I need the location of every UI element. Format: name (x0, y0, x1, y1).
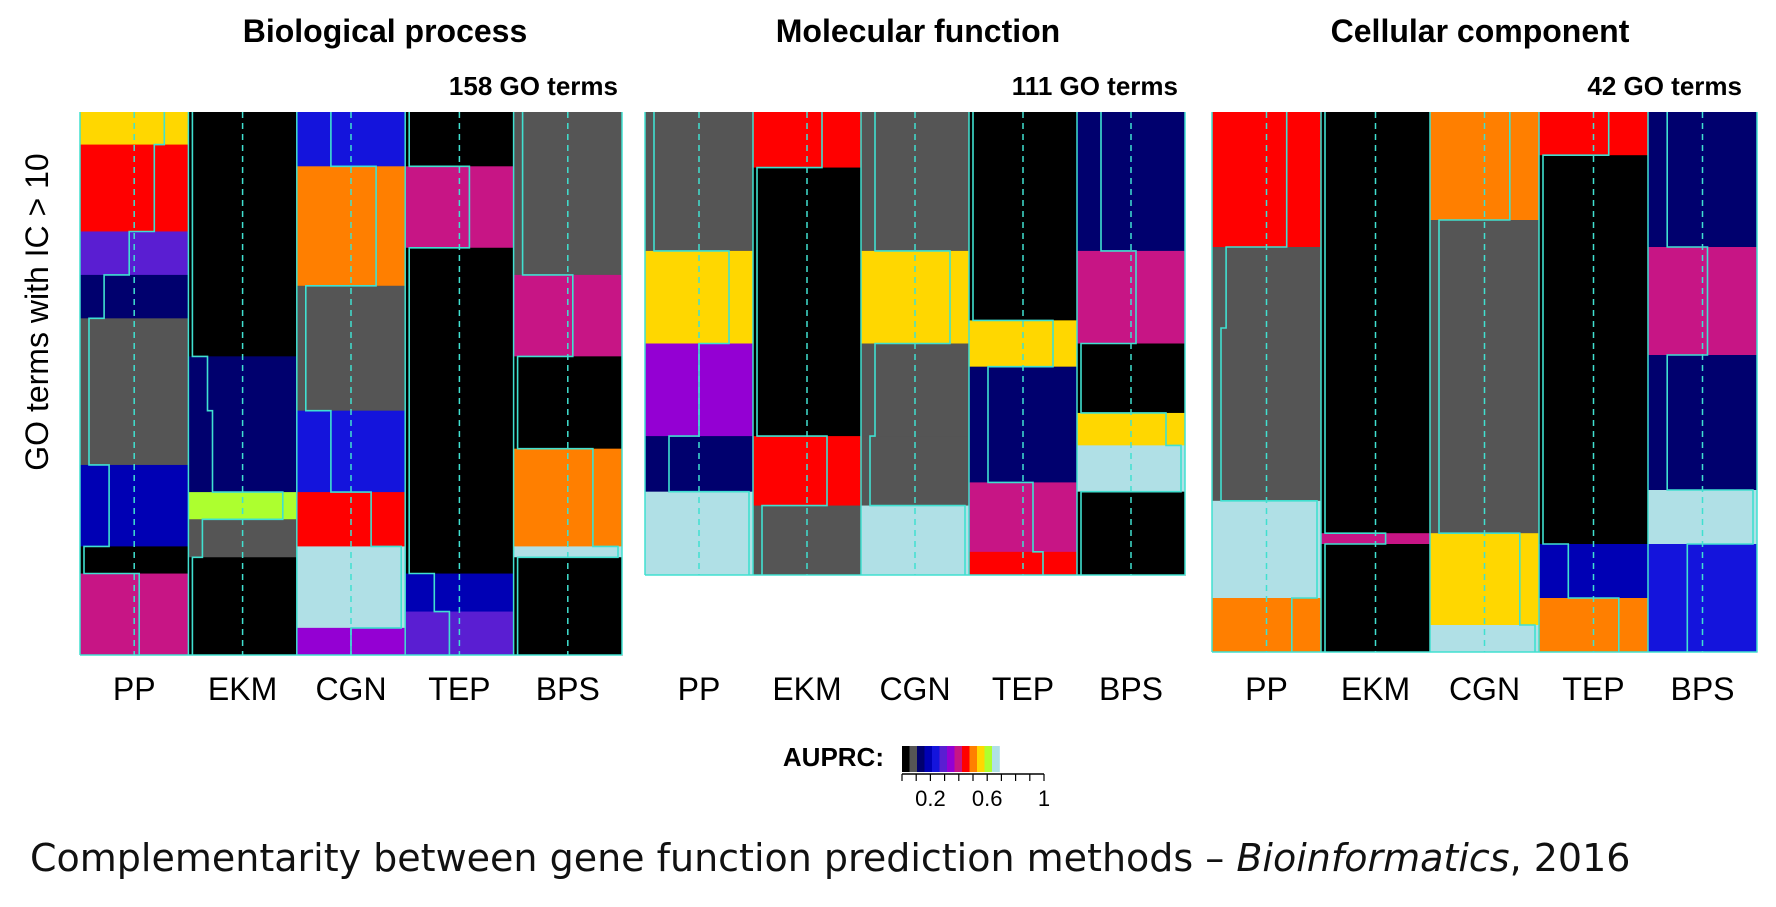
step-outline (756, 112, 828, 575)
method-label: BPS (1099, 671, 1163, 707)
method-label: CGN (315, 671, 386, 707)
auprc-legend: AUPRC: 0.2 0.6 1 (783, 742, 1050, 811)
panel-title: Biological process (243, 13, 528, 49)
caption-main: Complementarity between gene function pr… (30, 836, 1237, 880)
method-label: BPS (536, 671, 600, 707)
method-label: PP (1245, 671, 1288, 707)
step-outline (83, 112, 166, 655)
legend-swatch (909, 746, 918, 772)
legend-color-scale (902, 746, 1000, 772)
heatmap-cell (513, 557, 623, 656)
method-label: EKM (772, 671, 841, 707)
method-column: BPS (1647, 112, 1758, 707)
legend-swatch (962, 746, 970, 772)
method-column: PP (644, 112, 754, 707)
heatmap-cell (80, 546, 189, 575)
heatmap-cell (1212, 500, 1322, 599)
method-column: EKM (1320, 112, 1431, 707)
legend-swatch (984, 746, 993, 772)
method-label: BPS (1670, 671, 1734, 707)
method-label: PP (113, 671, 156, 707)
heatmap-cell (188, 557, 298, 656)
panel-subtitle: 158 GO terms (449, 71, 618, 101)
legend-swatch (954, 746, 963, 772)
step-outline (1080, 112, 1182, 575)
method-column: PP (1211, 112, 1322, 707)
legend-tick-label: 0.6 (972, 786, 1003, 811)
method-column: PP (79, 112, 189, 707)
y-axis-label: GO terms with IC > 10 (19, 153, 55, 470)
method-column: CGN (296, 112, 406, 707)
method-column: CGN (1429, 112, 1540, 707)
method-column: TEP (1538, 112, 1649, 707)
legend-swatch (992, 746, 1000, 772)
heatmap-cell (645, 250, 754, 344)
method-label: CGN (1449, 671, 1520, 707)
method-label: CGN (879, 671, 950, 707)
heatmap-cell (1077, 250, 1186, 344)
heatmap-cell (861, 250, 970, 344)
figure-caption: Complementarity between gene function pr… (30, 836, 1630, 880)
panel-subtitle: 111 GO terms (1012, 71, 1178, 101)
caption-journal: Bioinformatics (1236, 836, 1510, 880)
panel-title: Molecular function (776, 13, 1060, 49)
legend-swatch (924, 746, 933, 772)
heatmap-cell (188, 492, 298, 520)
caption-year: , 2016 (1509, 836, 1631, 880)
method-column: EKM (752, 112, 862, 707)
method-column: TEP (404, 112, 515, 707)
method-column: TEP (968, 112, 1078, 707)
heatmap-panel: Biological process 158 GO terms PP EKM CGN TE… (79, 13, 623, 707)
method-label: TEP (992, 671, 1054, 707)
method-label: TEP (1562, 671, 1624, 707)
legend-label: AUPRC: (783, 742, 884, 772)
legend-swatch (917, 746, 925, 772)
step-outline (1542, 112, 1620, 652)
legend-swatch (902, 746, 910, 772)
step-outline (408, 112, 471, 655)
heatmap-panels: Biological process 158 GO terms PP EKM CGN TE… (79, 13, 1758, 707)
heatmap-panel: Cellular component 42 GO terms PP EKM CGN TEP… (1211, 13, 1758, 707)
step-outline (1220, 112, 1318, 652)
panel-title: Cellular component (1331, 13, 1630, 49)
step-outline (1438, 112, 1536, 652)
step-outline (972, 112, 1054, 575)
heatmap-cell (1077, 412, 1186, 446)
step-outline (1666, 112, 1754, 652)
method-column: EKM (187, 112, 298, 707)
heatmap-cell (969, 482, 1078, 553)
heatmap-cell (188, 519, 298, 558)
step-outline (869, 112, 966, 575)
method-label: PP (678, 671, 721, 707)
method-column: BPS (512, 112, 623, 707)
step-outline (1324, 112, 1387, 652)
method-column: BPS (1076, 112, 1186, 707)
legend-swatch (977, 746, 985, 772)
legend-swatch (947, 746, 955, 772)
panel-subtitle: 42 GO terms (1587, 71, 1742, 101)
method-label: EKM (208, 671, 277, 707)
legend-tick-label: 1 (1038, 786, 1050, 811)
method-column: CGN (860, 112, 970, 707)
step-outline (305, 112, 402, 655)
method-label: EKM (1341, 671, 1410, 707)
legend-swatch (932, 746, 940, 772)
step-outline (516, 112, 619, 655)
heatmap-panel: Molecular function 111 GO terms PP EKM CGN TE… (644, 13, 1186, 707)
legend-swatch (939, 746, 948, 772)
method-label: TEP (428, 671, 490, 707)
legend-swatch (969, 746, 978, 772)
legend-ticks: 0.2 0.6 1 (901, 774, 1050, 811)
legend-tick-label: 0.2 (915, 786, 946, 811)
step-outline (191, 112, 284, 655)
heatmap-cell (1321, 533, 1431, 545)
